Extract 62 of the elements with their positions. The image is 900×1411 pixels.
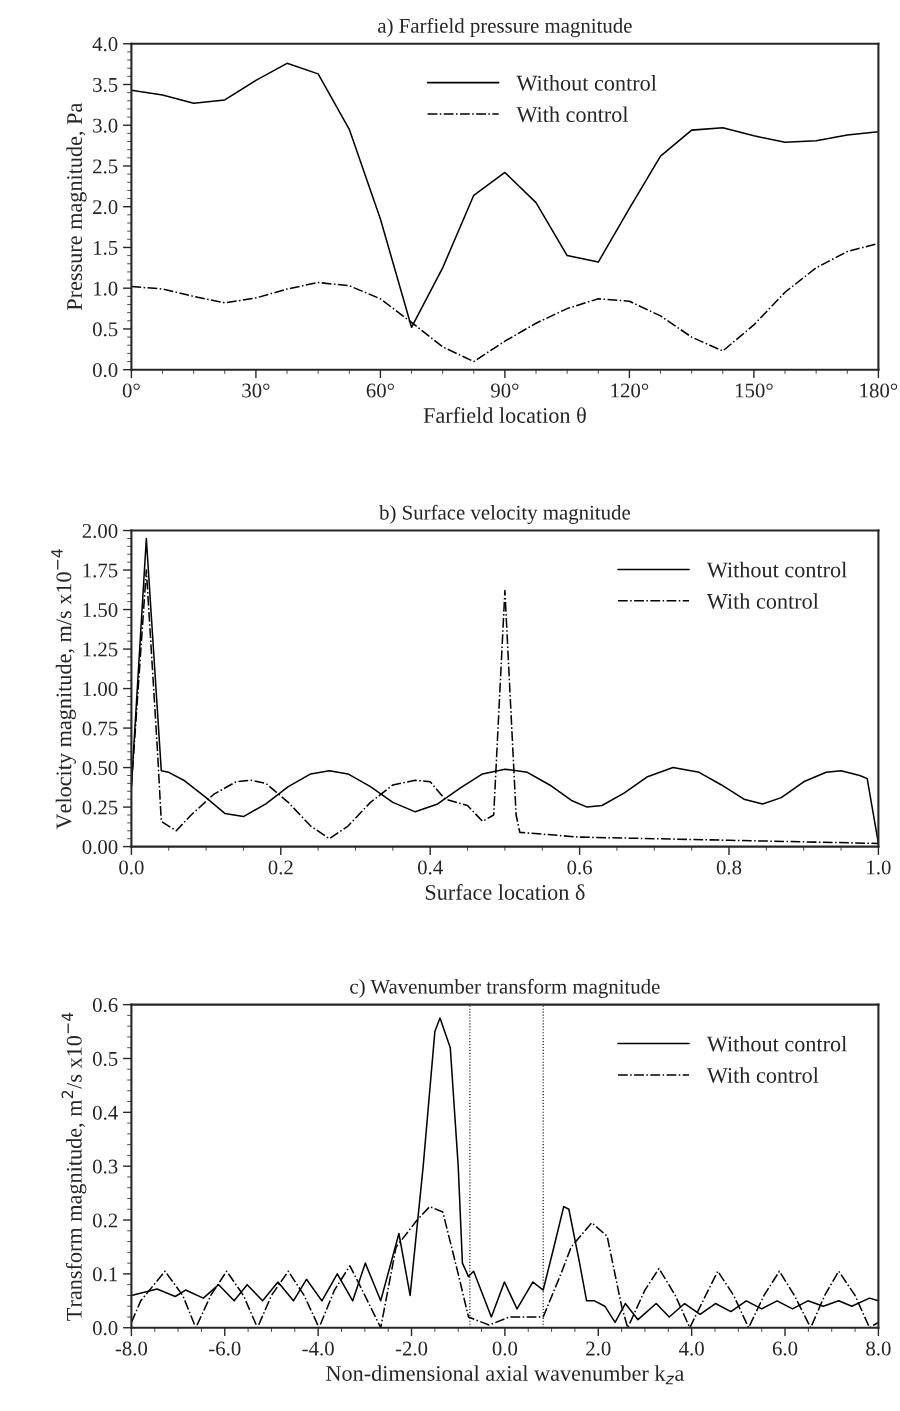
y-tick-label: 2.00: [82, 523, 118, 539]
x-tick-label: 6.0: [772, 1341, 798, 1356]
y-axis-title: Velocity magnitude, m/s x10$^{−4}$: [51, 549, 76, 830]
y-tick-label: 4.0: [92, 37, 118, 52]
y-tick-label: 0.1: [92, 1267, 117, 1282]
y-tick-label: 0.4: [92, 1105, 118, 1120]
y-tick-label: 0.5: [92, 1051, 118, 1067]
x-tick-label: 120°: [611, 383, 649, 398]
y-tick-label: 1.5: [94, 240, 118, 255]
y-tick-label: 0.0: [92, 363, 118, 378]
chart-title: b) Surface velocity magnitude: [379, 504, 630, 524]
x-axis-title: Surface location δ: [425, 884, 585, 900]
y-tick-label: 1.50: [83, 602, 118, 618]
x-tick-label: -6.0: [209, 1341, 241, 1356]
x-tick-label: -4.0: [302, 1341, 334, 1356]
y-tick-label: 3.0: [93, 118, 118, 133]
y-tick-label: 1.00: [83, 681, 118, 697]
y-axis-title: Pressure magnitude, Pa: [66, 103, 87, 311]
x-tick-label: 90°: [490, 383, 519, 398]
y-tick-label: 0.00: [82, 839, 118, 855]
y-tick-label: 0.6: [92, 998, 118, 1013]
legend-label: Without control: [706, 561, 847, 578]
x-tick-label: 0.8: [716, 860, 742, 875]
y-tick-label: 0.2: [92, 1213, 118, 1228]
legend-label: With control: [516, 106, 629, 123]
x-tick-label: 0.6: [567, 860, 592, 875]
y-tick-label: 0.75: [82, 721, 118, 736]
x-tick-label: 0.0: [492, 1341, 518, 1356]
x-tick-label: 180°: [860, 383, 898, 398]
x-tick-label: 0.4: [417, 860, 443, 875]
legend-label: Without control: [706, 1035, 847, 1052]
x-tick-label: 30°: [242, 383, 270, 398]
x-tick-label: -2.0: [395, 1341, 428, 1356]
x-axis-title: Non-dimensional axial wavenumber k$_{z}$a: [326, 1365, 685, 1385]
y-tick-label: 2.5: [93, 159, 118, 174]
x-tick-label: -8.0: [115, 1341, 148, 1356]
x-tick-label: 150°: [735, 383, 773, 398]
legend-label: With control: [706, 1067, 819, 1084]
y-axis-title: Transform magnitude, m$^{2}$/s x10$^{−4}$: [61, 1012, 87, 1321]
y-tick-label: 0.0: [92, 1321, 118, 1336]
legend-label: With control: [706, 593, 819, 609]
x-tick-label: 4.0: [679, 1341, 704, 1356]
y-tick-label: 3.5: [93, 77, 118, 93]
x-tick-label: 0°: [122, 383, 140, 398]
chart-title: c) Wavenumber transform magnitude: [350, 978, 660, 999]
y-tick-label: 2.0: [93, 200, 118, 215]
x-tick-label: 2.0: [586, 1341, 611, 1356]
y-tick-label: 1.0: [94, 281, 118, 296]
chart-title: a) Farfield pressure magnitude: [378, 17, 632, 38]
x-tick-label: 1.0: [867, 860, 891, 875]
x-tick-label: 8.0: [866, 1341, 891, 1356]
y-tick-label: 1.25: [83, 642, 118, 657]
y-tick-label: 1.75: [83, 563, 118, 578]
y-tick-label: 0.3: [92, 1159, 118, 1174]
x-tick-label: 0.2: [268, 860, 293, 875]
x-tick-label: 60°: [366, 383, 394, 398]
y-tick-label: 0.50: [82, 760, 118, 776]
y-tick-label: 0.25: [82, 800, 118, 815]
x-tick-label: 0.0: [119, 860, 144, 875]
legend-label: Without control: [516, 74, 657, 91]
x-axis-title: Farfield location θ: [423, 407, 586, 423]
y-tick-label: 0.5: [92, 322, 118, 337]
